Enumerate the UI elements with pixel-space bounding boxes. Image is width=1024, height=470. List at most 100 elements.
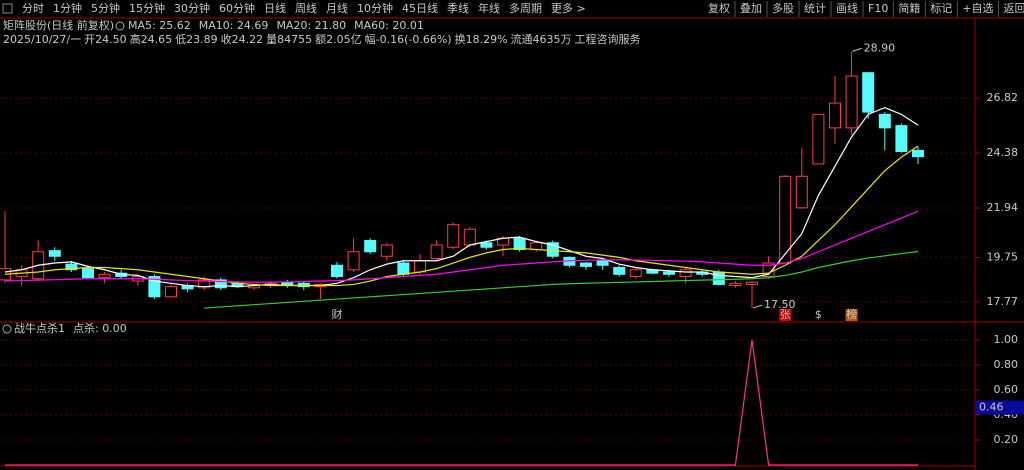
candle-body bbox=[447, 224, 460, 248]
indicator-line bbox=[204, 250, 919, 309]
candle-body bbox=[895, 125, 908, 153]
candle-body bbox=[148, 276, 161, 298]
y-tick-label: 21.94 bbox=[987, 201, 1019, 214]
toolbar-button[interactable]: 多股 bbox=[772, 1, 794, 15]
candle-body bbox=[347, 251, 360, 271]
toolbar-button[interactable]: 叠加 bbox=[740, 2, 762, 15]
event-marker[interactable]: 财 bbox=[332, 307, 343, 321]
candle-body bbox=[463, 228, 476, 246]
indicator-line bbox=[4, 145, 919, 287]
y-tick-label: 0.80 bbox=[994, 358, 1019, 371]
event-marker[interactable]: $ bbox=[815, 308, 822, 321]
candle-body bbox=[629, 269, 642, 278]
candle-body bbox=[397, 262, 410, 275]
quote-field: 换18.29% bbox=[455, 32, 508, 46]
candle-body bbox=[878, 113, 891, 129]
period-tab[interactable]: 日线 bbox=[264, 1, 286, 15]
period-tab[interactable]: 45日线 bbox=[402, 1, 438, 15]
quote-field: 幅-0.16(-0.66%) bbox=[365, 33, 452, 46]
event-marker[interactable]: 张 bbox=[780, 308, 791, 321]
candle-body bbox=[380, 244, 393, 257]
indicator-icon[interactable] bbox=[2, 324, 12, 334]
legend-entry: MA5: 25.62 bbox=[128, 19, 191, 32]
annotation-label: 17.50 bbox=[764, 298, 796, 311]
period-tab[interactable]: 60分钟 bbox=[219, 1, 255, 15]
candle-body bbox=[430, 244, 443, 260]
toolbar-button[interactable]: 返回 bbox=[1004, 2, 1024, 15]
period-tab[interactable]: 多周期 bbox=[509, 1, 542, 15]
event-marker[interactable]: 榜 bbox=[846, 307, 857, 321]
indicator-line bbox=[5, 339, 918, 466]
candle-body bbox=[862, 72, 875, 113]
period-tab[interactable]: 1分钟 bbox=[53, 1, 82, 15]
period-tab[interactable]: 5分钟 bbox=[91, 1, 120, 15]
y-tick-label: 1.00 bbox=[994, 333, 1019, 346]
period-tab[interactable]: 季线 bbox=[447, 1, 469, 15]
candle-body bbox=[580, 262, 592, 267]
candle-body bbox=[613, 267, 626, 275]
period-tab[interactable]: 30分钟 bbox=[174, 1, 210, 15]
candle-body bbox=[513, 237, 526, 250]
period-tab[interactable]: 月线 bbox=[326, 1, 348, 15]
toolbar-button[interactable]: F10 bbox=[868, 2, 888, 15]
candle-body bbox=[331, 264, 343, 278]
legend-entry: MA20: 21.80 bbox=[276, 19, 346, 32]
period-tab[interactable]: 年线 bbox=[478, 1, 500, 15]
annotation-arrow bbox=[752, 304, 763, 309]
candle-body bbox=[746, 281, 758, 285]
quote-field: 流通4635万 bbox=[511, 32, 572, 46]
toolbar-button[interactable]: 简籍 bbox=[898, 1, 920, 15]
candle-body bbox=[65, 263, 78, 271]
toolbar-button[interactable]: 复权 bbox=[708, 1, 730, 15]
candle-body bbox=[845, 75, 858, 129]
candle-body bbox=[762, 262, 775, 278]
candle-body bbox=[546, 242, 559, 257]
y-tick-label: 0.60 bbox=[994, 383, 1019, 396]
toolbar-button[interactable]: +自选 bbox=[962, 2, 993, 15]
candle-body bbox=[198, 279, 211, 289]
candle-body bbox=[82, 268, 94, 279]
settings-icon[interactable] bbox=[115, 21, 125, 31]
candle-body bbox=[98, 273, 111, 279]
annotation-arrow bbox=[852, 47, 862, 52]
toolbar-button[interactable]: 统计 bbox=[804, 2, 826, 15]
candle-body bbox=[165, 286, 177, 298]
indicator-title: 战牛点杀1 bbox=[14, 321, 65, 335]
candle-body bbox=[480, 242, 493, 248]
toolbar-button[interactable]: 画线 bbox=[836, 1, 858, 15]
quote-field: 量84755 bbox=[266, 33, 312, 46]
candle-body bbox=[530, 242, 543, 250]
candle-body bbox=[712, 271, 725, 285]
indicator-line bbox=[4, 210, 919, 283]
candle-body bbox=[729, 282, 742, 287]
y-tick-label: 0.20 bbox=[994, 433, 1019, 446]
event-marker-bg bbox=[779, 309, 792, 321]
candle-body bbox=[912, 149, 924, 158]
quote-field: 开24.50 bbox=[84, 33, 127, 46]
period-tab[interactable]: 更多 > bbox=[551, 1, 586, 15]
candle-body bbox=[596, 260, 609, 266]
period-tab[interactable]: 15分钟 bbox=[129, 1, 165, 15]
candle-body bbox=[679, 269, 692, 278]
period-tab[interactable]: 周线 bbox=[295, 1, 317, 15]
candle-body bbox=[663, 271, 675, 275]
legend-entry: 点杀: 0.00 bbox=[73, 321, 127, 335]
toolbar-button[interactable]: 标记 bbox=[930, 1, 952, 15]
quote-field: 收24.22 bbox=[221, 32, 264, 46]
legend-entry: MA10: 24.69 bbox=[199, 19, 269, 32]
period-tab[interactable]: 10分钟 bbox=[357, 1, 393, 15]
candle-body bbox=[829, 102, 841, 129]
y-tick-label: 24.38 bbox=[987, 146, 1019, 159]
menu-icon[interactable] bbox=[2, 3, 13, 14]
quote-field: 额2.05亿 bbox=[315, 33, 362, 46]
quote-field: 高24.65 bbox=[130, 32, 173, 46]
candle-body bbox=[812, 113, 825, 165]
candle-body bbox=[795, 175, 808, 209]
period-tab[interactable]: 分时 bbox=[22, 2, 44, 15]
candle-body bbox=[364, 239, 377, 253]
annotation-label: 28.90 bbox=[864, 41, 896, 54]
y-tick-label: 17.77 bbox=[987, 295, 1019, 308]
indicator-line bbox=[4, 106, 919, 288]
